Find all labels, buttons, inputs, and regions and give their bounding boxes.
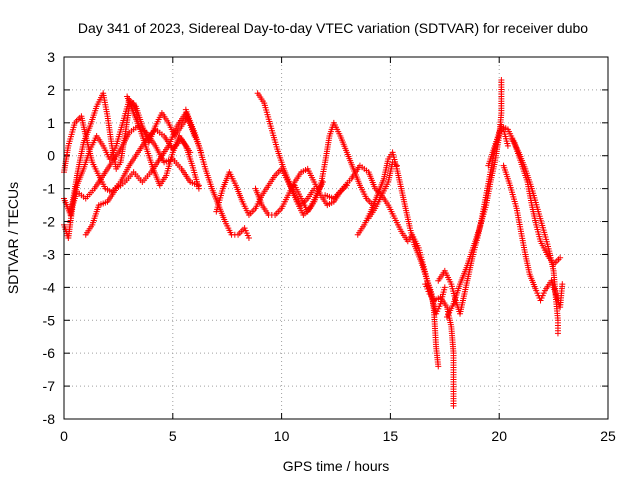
x-tick-label: 20 bbox=[491, 428, 507, 444]
x-tick-label: 0 bbox=[60, 428, 68, 444]
data-point-marker bbox=[450, 402, 457, 409]
data-point-marker bbox=[343, 182, 350, 189]
tick-layer bbox=[63, 56, 609, 420]
y-tick-label: -7 bbox=[43, 378, 56, 394]
x-tick-label: 10 bbox=[274, 428, 290, 444]
grid-layer bbox=[64, 57, 608, 419]
data-point-marker bbox=[435, 363, 442, 370]
y-tick-label: 2 bbox=[47, 82, 55, 98]
y-tick-label: -4 bbox=[43, 279, 56, 295]
data-layer bbox=[61, 77, 566, 409]
y-tick-label: 1 bbox=[47, 115, 55, 131]
series-sat-track-7 bbox=[182, 106, 252, 241]
series-sat-track-19 bbox=[500, 162, 566, 311]
data-point-marker bbox=[245, 235, 252, 241]
series-sat-track-17 bbox=[443, 77, 505, 320]
tick-label-layer: 0 5 10 15 20 25 -8 -7 -6 -5 -4 -3 -2 -1 0 1 2 3 bbox=[43, 49, 616, 444]
series-sat-track-9 bbox=[254, 90, 326, 218]
plot-frame bbox=[63, 56, 609, 420]
y-tick-label: 0 bbox=[47, 148, 55, 164]
series-sat-track-6 bbox=[124, 93, 202, 192]
series-sat-track-4 bbox=[67, 123, 202, 215]
data-point-marker bbox=[195, 185, 202, 192]
y-tick-label: 3 bbox=[47, 49, 55, 65]
y-tick-label: -5 bbox=[43, 312, 56, 328]
y-tick-label: -6 bbox=[43, 345, 56, 361]
data-point-marker bbox=[504, 142, 511, 149]
data-point-marker bbox=[498, 77, 505, 84]
chart-title: Day 341 of 2023, Sidereal Day-to-day VTE… bbox=[78, 20, 588, 36]
series-sat-track-12 bbox=[322, 159, 400, 202]
x-tick-label: 5 bbox=[169, 428, 177, 444]
x-axis-label: GPS time / hours bbox=[283, 458, 390, 474]
y-tick-label: -8 bbox=[43, 411, 56, 427]
data-point-marker bbox=[559, 281, 566, 288]
data-point-marker bbox=[441, 284, 448, 291]
series-sat-track-11 bbox=[291, 119, 376, 215]
y-tick-label: -2 bbox=[43, 214, 56, 230]
y-axis-label: SDTVAR / TECUs bbox=[5, 182, 21, 294]
x-tick-label: 15 bbox=[383, 428, 399, 444]
series-sat-track-15 bbox=[422, 281, 457, 409]
series-sat-track-14 bbox=[365, 192, 442, 370]
series-sat-track-10 bbox=[252, 165, 350, 218]
y-tick-label: -3 bbox=[43, 246, 56, 262]
data-point-marker bbox=[554, 330, 561, 337]
series-sat-track-20 bbox=[509, 136, 561, 337]
x-tick-label: 25 bbox=[600, 428, 616, 444]
y-tick-label: -1 bbox=[43, 181, 56, 197]
data-point-marker bbox=[557, 254, 564, 261]
